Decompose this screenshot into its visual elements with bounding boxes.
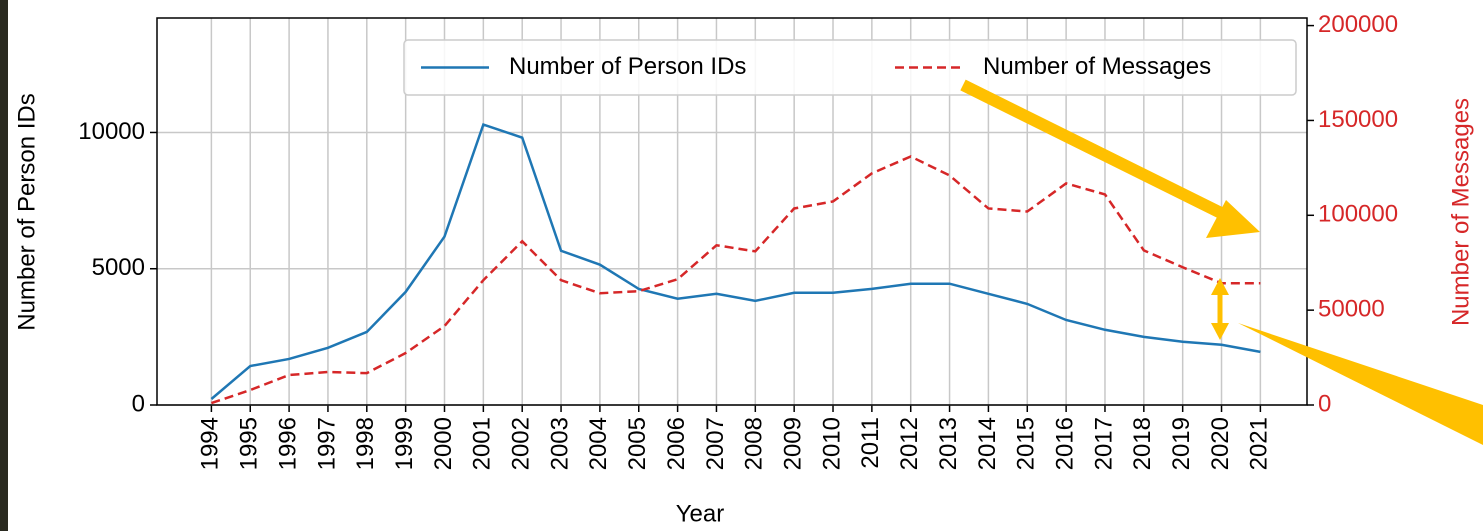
legend-label: Number of Person IDs bbox=[509, 53, 746, 80]
annotation-arrows bbox=[960, 79, 1483, 445]
y-axis-label: Number of Person IDs bbox=[13, 93, 40, 330]
arrow bbox=[960, 79, 1228, 221]
x-tick-label: 2019 bbox=[1168, 417, 1195, 470]
arrow-head bbox=[1211, 323, 1229, 340]
legend: Number of Person IDs Number of Messages bbox=[403, 39, 1297, 96]
x-tick-label: 2014 bbox=[974, 417, 1001, 470]
arrow bbox=[1238, 323, 1483, 445]
series-line bbox=[210, 122, 1261, 400]
y2-tick-label: 50000 bbox=[1318, 295, 1385, 322]
x-tick-label: 2002 bbox=[508, 417, 535, 470]
x-tick-label: 2007 bbox=[702, 417, 729, 470]
x-tick-label: 2003 bbox=[546, 417, 573, 470]
x-tick-label: 2004 bbox=[585, 417, 612, 470]
x-tick-label: 1998 bbox=[352, 417, 379, 470]
x-tick-label: 2016 bbox=[1051, 417, 1078, 470]
arrow-head bbox=[1206, 200, 1260, 238]
y2-tick-label: 0 bbox=[1318, 390, 1331, 417]
arrow-head bbox=[1211, 278, 1229, 295]
x-tick-label: 2018 bbox=[1129, 417, 1156, 470]
x-tick-label: 2005 bbox=[624, 417, 651, 470]
x-tick-label: 2010 bbox=[818, 417, 845, 470]
y-tick-label: 5000 bbox=[92, 254, 145, 281]
y-tick-label: 0 bbox=[132, 390, 145, 417]
x-tick-label: 1995 bbox=[236, 417, 263, 470]
x-tick-label: 2008 bbox=[741, 417, 768, 470]
edge-strip bbox=[0, 0, 8, 531]
legend-box bbox=[403, 39, 1297, 96]
x-tick-label: 2021 bbox=[1246, 417, 1273, 470]
x-tick-label: 2001 bbox=[469, 417, 496, 470]
x-tick-label: 1999 bbox=[391, 417, 418, 470]
x-tick-label: 2011 bbox=[857, 417, 884, 469]
y2-axis-label: Number of Messages bbox=[1447, 98, 1474, 326]
x-tick-label: 2017 bbox=[1090, 417, 1117, 470]
y2-tick-label: 150000 bbox=[1318, 106, 1398, 133]
x-tick-label: 2012 bbox=[896, 417, 923, 470]
x-tick-label: 2006 bbox=[663, 417, 690, 470]
x-axis-label: Year bbox=[676, 500, 725, 527]
x-tick-label: 2009 bbox=[780, 417, 807, 470]
y2-tick-label: 200000 bbox=[1318, 11, 1398, 38]
y-tick-label: 10000 bbox=[78, 118, 145, 145]
x-tick-label: 1996 bbox=[274, 417, 301, 470]
legend-label: Number of Messages bbox=[983, 53, 1211, 80]
x-tick-label: 2000 bbox=[430, 417, 457, 470]
marks bbox=[210, 122, 1261, 405]
plot-frame bbox=[156, 17, 1308, 406]
y2-tick-label: 100000 bbox=[1318, 201, 1398, 228]
x-tick-label: 1994 bbox=[197, 417, 224, 470]
series-line bbox=[210, 155, 1261, 405]
x-tick-label: 2013 bbox=[935, 417, 962, 470]
x-tick-label: 2015 bbox=[1013, 417, 1040, 470]
x-tick-label: 2020 bbox=[1207, 417, 1234, 470]
x-tick-label: 1997 bbox=[313, 417, 340, 470]
